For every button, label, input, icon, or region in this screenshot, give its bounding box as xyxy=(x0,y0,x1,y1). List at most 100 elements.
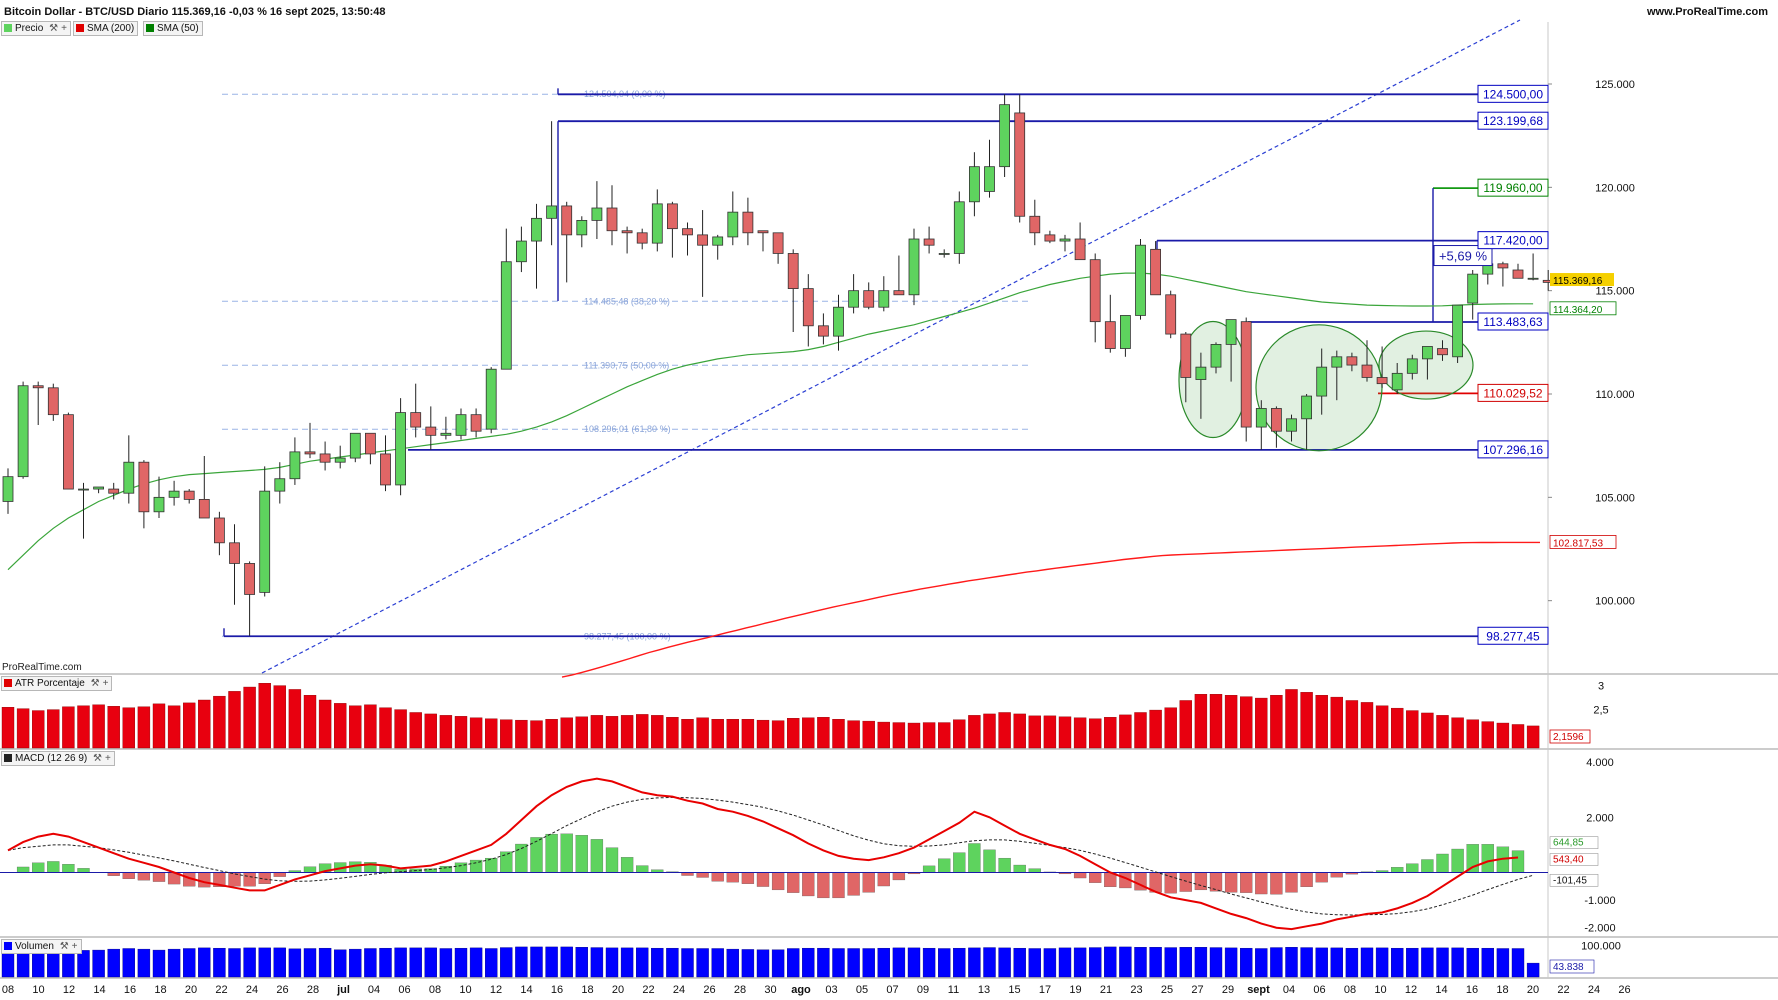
wrench-icon[interactable]: ⚒ xyxy=(90,678,100,689)
macd-histogram-bar xyxy=(741,872,755,884)
candle xyxy=(1391,363,1403,394)
trend-line xyxy=(261,19,1521,674)
candle xyxy=(772,232,784,264)
plus-icon[interactable]: + xyxy=(105,753,111,764)
price-level-label: 119.960,00 xyxy=(1483,181,1542,195)
x-tick-label: 27 xyxy=(1191,984,1203,996)
x-tick-label: 28 xyxy=(307,984,319,996)
atr-bar xyxy=(877,721,890,749)
volume-last-label: 43.838 xyxy=(1553,962,1584,973)
macd-histogram-bar xyxy=(47,861,60,873)
atr-bar xyxy=(303,695,317,749)
atr-bar xyxy=(968,715,981,749)
macd-histogram-bar xyxy=(62,864,75,873)
atr-swatch xyxy=(4,679,12,687)
candle xyxy=(304,422,316,459)
candle-body xyxy=(274,478,286,492)
x-tick-label: 24 xyxy=(673,984,685,996)
x-tick-label: 22 xyxy=(215,984,227,996)
x-tick-label: 18 xyxy=(1496,984,1508,996)
site-link[interactable]: www.ProRealTime.com xyxy=(1646,6,1768,18)
atr-bar xyxy=(1119,714,1132,749)
candle-body xyxy=(863,290,875,308)
candle-body xyxy=(168,490,180,498)
candle-body xyxy=(636,232,648,244)
candle xyxy=(621,226,633,254)
macd-histogram-bar xyxy=(636,865,649,873)
atr-bar xyxy=(152,703,166,749)
macd-histogram-bar xyxy=(575,835,588,873)
atr-bar xyxy=(1330,696,1344,749)
macd-histogram-bar xyxy=(953,852,966,873)
candle-body xyxy=(1406,358,1418,374)
last-price-badge xyxy=(1550,273,1614,287)
price-level-label: 110.029,52 xyxy=(1483,386,1542,400)
volume-bar xyxy=(953,947,966,978)
atr-bar xyxy=(1179,700,1193,749)
macd-histogram-bar xyxy=(1285,872,1298,893)
volume-bar xyxy=(1119,946,1132,978)
wrench-icon[interactable]: ⚒ xyxy=(59,941,69,952)
x-tick-label: 07 xyxy=(886,984,898,996)
atr-bar xyxy=(394,709,407,749)
candle xyxy=(380,435,391,492)
chart-title: Bitcoin Dollar - BTC/USD Diario 115.369,… xyxy=(4,6,386,18)
candle-body xyxy=(531,217,542,242)
macd-histogram-bar xyxy=(137,872,151,881)
macd-histogram-bar xyxy=(938,858,951,873)
atr-bar xyxy=(953,719,966,749)
macd-histogram-bar xyxy=(77,868,90,873)
candle xyxy=(1210,342,1222,374)
atr-bar xyxy=(318,699,332,749)
candle xyxy=(47,383,59,421)
watermark: ProRealTime.com xyxy=(2,662,82,673)
volume-bar xyxy=(1255,948,1268,978)
x-tick-label: 12 xyxy=(490,984,502,996)
candle xyxy=(440,416,452,440)
candle xyxy=(1422,346,1433,380)
atr-bar xyxy=(32,710,45,749)
volume-bar xyxy=(439,948,453,978)
atr-bar xyxy=(424,713,437,749)
volume-bar xyxy=(62,949,75,978)
legend-macd[interactable]: MACD (12 26 9) ⚒ + xyxy=(1,751,115,766)
macd-histogram-bar xyxy=(1073,872,1087,879)
x-tick-label: 30 xyxy=(764,984,776,996)
volume-bar xyxy=(1088,947,1102,978)
plus-icon[interactable]: + xyxy=(71,941,78,952)
legend-atr[interactable]: ATR Porcentaje ⚒ + xyxy=(1,676,113,691)
candle-body xyxy=(1422,346,1433,360)
atr-bar xyxy=(137,706,151,749)
volume-bar xyxy=(1406,947,1419,978)
atr-bar xyxy=(364,704,377,749)
legend-volume[interactable]: Volumen ⚒ + xyxy=(1,939,82,954)
atr-bar xyxy=(515,719,528,749)
candle xyxy=(667,201,678,258)
plus-icon[interactable]: + xyxy=(102,678,109,689)
atr-bar xyxy=(1375,705,1389,749)
atr-bar xyxy=(726,719,739,749)
volume-bar xyxy=(1451,947,1464,978)
wrench-icon[interactable]: ⚒ xyxy=(49,23,59,34)
legend-sma50[interactable]: SMA (50) xyxy=(143,21,203,36)
atr-bar xyxy=(1481,721,1495,749)
level-label-box xyxy=(1477,440,1549,459)
macd-histogram-bar xyxy=(983,849,996,873)
atr-bar xyxy=(243,686,256,749)
legend-price[interactable]: Precio ⚒ + xyxy=(1,21,71,36)
legend-sma200[interactable]: SMA (200) xyxy=(73,21,139,36)
candle xyxy=(1135,239,1146,320)
plus-icon[interactable]: + xyxy=(61,23,67,34)
atr-bar xyxy=(1,707,15,749)
atr-bar xyxy=(122,707,136,749)
candle-body xyxy=(651,203,663,244)
candle xyxy=(1014,94,1026,223)
wrench-icon[interactable]: ⚒ xyxy=(93,753,102,764)
atr-bar xyxy=(288,689,302,749)
candle xyxy=(470,408,482,438)
price-level-label: 115.369,16 xyxy=(1553,276,1603,287)
candle xyxy=(923,226,935,254)
volume-bar xyxy=(1164,947,1177,978)
macd-histogram-bar xyxy=(998,857,1011,873)
